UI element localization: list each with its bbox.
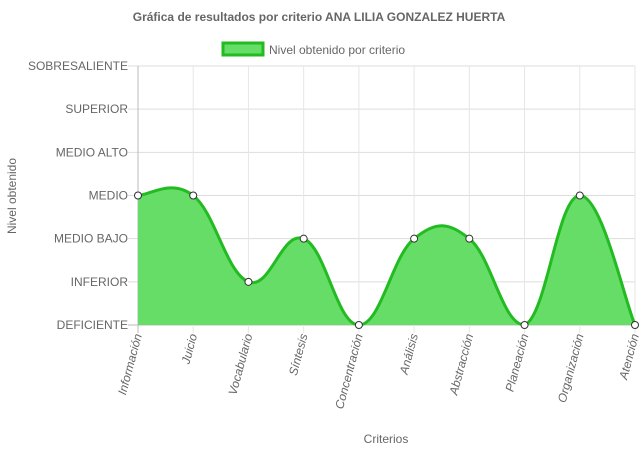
y-axis-ticks: DEFICIENTE INFERIOR MEDIO BAJO MEDIO MEDIO A…: [28, 59, 128, 332]
y-tick-label: DEFICIENTE: [57, 318, 128, 332]
data-point[interactable]: [410, 234, 419, 243]
chart-title: Gráfica de resultados por criterio ANA L…: [133, 10, 506, 24]
data-point[interactable]: [465, 234, 474, 243]
x-tick-label: Síntesis: [286, 332, 311, 377]
x-tick-label: Concentración: [332, 332, 366, 411]
y-tick-label: SUPERIOR: [65, 102, 128, 116]
x-tick-label: Análisis: [397, 332, 421, 377]
data-point[interactable]: [299, 234, 308, 243]
x-tick-label: Organización: [555, 332, 587, 404]
x-tick-label: Atención: [616, 332, 639, 382]
series-area: [138, 187, 635, 325]
y-axis-label: Nivel obtenido: [5, 158, 19, 234]
data-point[interactable]: [575, 191, 584, 200]
y-tick-label: SOBRESALIENTE: [28, 59, 128, 73]
data-point[interactable]: [631, 321, 639, 329]
y-tick-label: MEDIO BAJO: [54, 232, 128, 246]
data-point[interactable]: [134, 191, 142, 200]
data-point[interactable]: [520, 321, 529, 329]
x-tick-label: Información: [115, 332, 145, 396]
legend-label: Nivel obtenido por criterio: [269, 43, 405, 57]
legend[interactable]: Nivel obtenido por criterio: [221, 41, 405, 57]
legend-swatch: [221, 41, 265, 57]
y-tick-label: MEDIO ALTO: [56, 145, 128, 159]
x-tick-label: Juicio: [178, 332, 200, 367]
data-point[interactable]: [244, 277, 253, 286]
x-tick-label: Vocabulario: [226, 332, 256, 397]
series-line: [137, 186, 637, 327]
y-tick-label: MEDIO: [89, 189, 128, 203]
x-axis-label: Criterios: [364, 432, 409, 446]
data-point[interactable]: [354, 321, 363, 329]
series-points: [134, 191, 639, 329]
x-axis-ticks: Información Juicio Vocabulario Síntesis Conc…: [115, 332, 639, 411]
x-tick-label: Planeación: [503, 332, 532, 393]
y-tick-label: INFERIOR: [71, 275, 129, 289]
data-point[interactable]: [189, 191, 198, 200]
x-tick-label: Abstracción: [446, 332, 476, 397]
